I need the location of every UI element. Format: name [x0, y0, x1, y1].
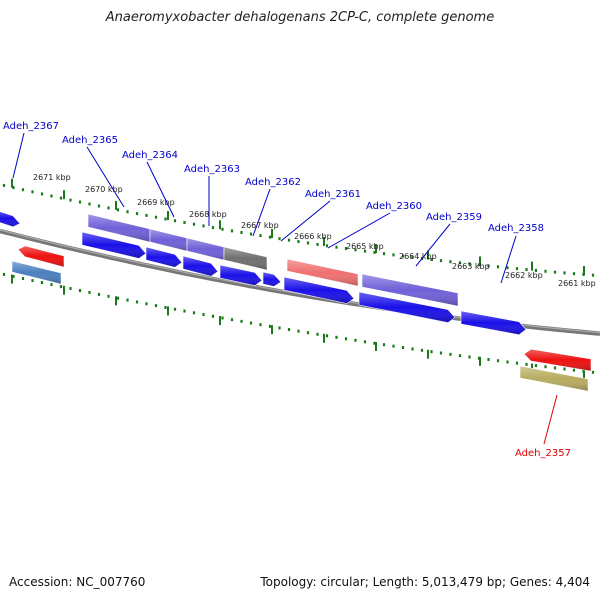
page-title: Anaeromyxobacter dehalogenans 2CP-C, com…: [105, 10, 495, 25]
kbp-label: 2668 kbp: [189, 210, 227, 219]
leader-line: [280, 200, 331, 242]
gene-purple-2-shade: [150, 229, 187, 251]
gene-label-adeh-2364[interactable]: Adeh_2364: [122, 150, 178, 161]
gene-blue-8-shade: [461, 311, 526, 335]
gene-blue-4-shade: [220, 265, 262, 286]
gene-label-adeh-2359[interactable]: Adeh_2359: [426, 212, 482, 223]
leader-line: [86, 146, 125, 208]
gene-blue-7-shade: [359, 292, 455, 323]
kbp-label: 2665 kbp: [346, 242, 384, 251]
gene-label-adeh-2362[interactable]: Adeh_2362: [245, 177, 301, 188]
gene-adeh-2357-shade: [524, 349, 591, 371]
gene-purple-3-shade: [187, 238, 224, 260]
leader-line: [543, 394, 558, 445]
gene-khaki-shade: [520, 366, 588, 391]
gene-blue-2-shade: [146, 247, 182, 268]
leader-line: [415, 223, 451, 267]
kbp-label: 2662 kbp: [505, 271, 543, 280]
gene-pink-shade: [287, 259, 358, 286]
label-leaders: [12, 132, 558, 445]
gene-blue-1-shade: [82, 232, 146, 259]
leader-line: [12, 132, 25, 179]
gene-blue-3-shade: [183, 256, 218, 277]
gene-label-adeh-2367[interactable]: Adeh_2367: [3, 121, 59, 132]
gene-blue-6-shade: [284, 277, 354, 304]
leader-line: [146, 161, 175, 218]
kbp-label: 2671 kbp: [33, 173, 71, 182]
accession-text: Accession: NC_007760: [9, 575, 146, 589]
kbp-label: 2669 kbp: [137, 198, 175, 207]
gene-labels[interactable]: Adeh_2367 Adeh_2365 Adeh_2364 Adeh_2363 …: [3, 121, 571, 459]
kbp-label: 2670 kbp: [85, 185, 123, 194]
kbp-label: 2664 kbp: [399, 252, 437, 261]
gene-purple-4-shade: [362, 274, 458, 306]
gene-adeh-2368-shade: [0, 211, 20, 227]
leader-line: [252, 188, 271, 237]
kbp-labels: 2671 kbp 2670 kbp 2669 kbp 2668 kbp 2667…: [33, 173, 596, 288]
gene-adeh-2367-shade: [18, 245, 64, 267]
leader-line: [327, 212, 391, 249]
gene-blue-5-shade: [263, 272, 281, 287]
gene-gray-shade: [224, 247, 267, 270]
gene-track: [0, 211, 592, 392]
gene-label-adeh-2363[interactable]: Adeh_2363: [184, 164, 240, 175]
gene-label-adeh-2358[interactable]: Adeh_2358: [488, 223, 544, 234]
kbp-label: 2661 kbp: [558, 279, 596, 288]
gene-purple-1-shade: [88, 214, 150, 242]
gene-label-adeh-2365[interactable]: Adeh_2365: [62, 135, 118, 146]
tick-track: [2, 178, 595, 379]
kbp-label: 2663 kbp: [452, 262, 490, 271]
gene-label-adeh-2360[interactable]: Adeh_2360: [366, 201, 422, 212]
kbp-label: 2666 kbp: [294, 232, 332, 241]
topology-text: Topology: circular; Length: 5,013,479 bp…: [260, 575, 590, 589]
gene-steel-shade: [12, 261, 61, 284]
kbp-label: 2667 kbp: [241, 221, 279, 230]
leader-line: [500, 235, 517, 284]
gene-label-adeh-2361[interactable]: Adeh_2361: [305, 189, 361, 200]
gene-label-adeh-2357[interactable]: Adeh_2357: [515, 448, 571, 459]
